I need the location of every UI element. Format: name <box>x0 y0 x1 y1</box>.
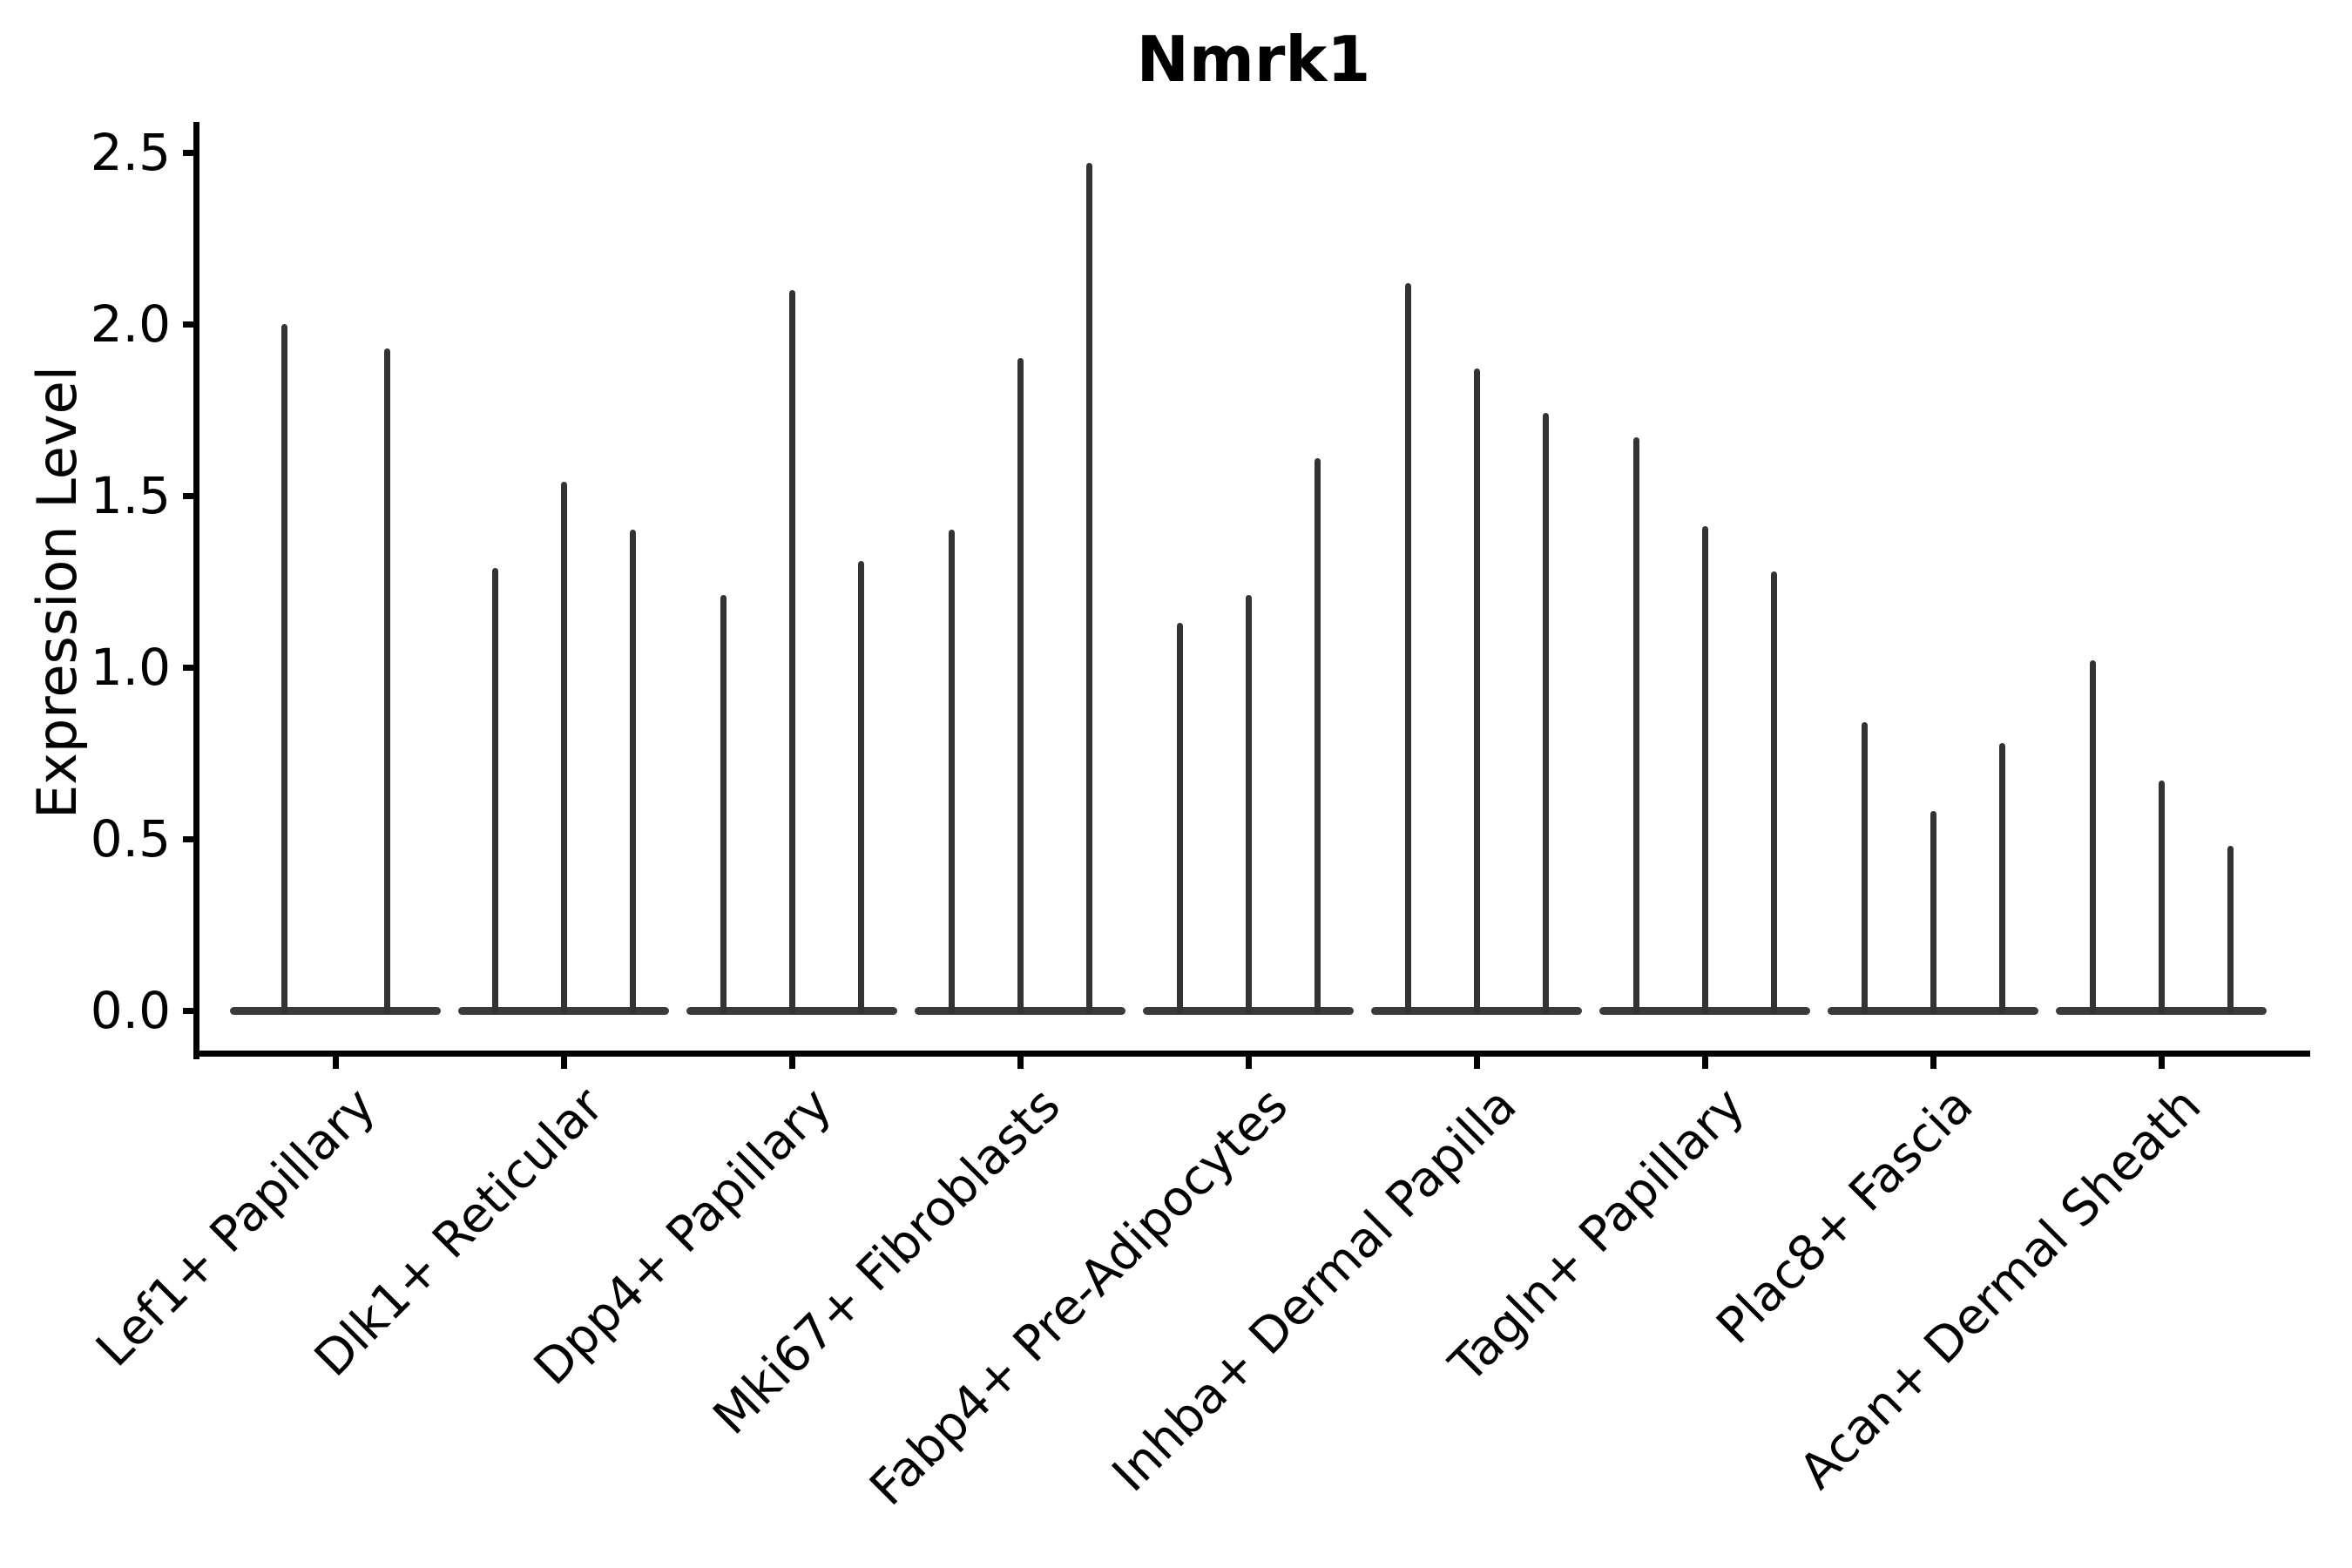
violin-spike <box>858 560 864 1014</box>
x-tick-mark <box>561 1053 567 1069</box>
violin-spike <box>1543 413 1549 1014</box>
violin-spike <box>1633 437 1639 1014</box>
violin-spike <box>1702 526 1708 1014</box>
y-tick-label: 0.5 <box>90 809 171 868</box>
x-tick-mark <box>1474 1053 1480 1069</box>
violin-spike <box>789 289 795 1014</box>
violin-spike <box>1474 368 1480 1014</box>
violin-spike <box>1771 571 1777 1014</box>
x-axis-spine <box>193 1051 2310 1057</box>
violin-spike <box>281 324 287 1014</box>
violin-spike <box>1177 622 1183 1014</box>
y-tick-mark <box>183 836 197 842</box>
violin-spike <box>1315 457 1321 1014</box>
violin-spike <box>492 567 498 1014</box>
violin-spike <box>720 595 727 1014</box>
x-tick-label: Acan+ Dermal Sheath <box>1788 1077 2213 1501</box>
violin-spike <box>2090 660 2096 1014</box>
y-tick-mark <box>183 493 197 499</box>
violin-spike <box>384 348 390 1014</box>
violin-spike <box>630 530 636 1014</box>
y-tick-label: 2.5 <box>90 123 171 182</box>
violin-spike <box>1086 162 1092 1014</box>
y-tick-label: 2.0 <box>90 294 171 354</box>
y-tick-label: 0.0 <box>90 981 171 1040</box>
x-tick-mark <box>1702 1053 1708 1069</box>
violin-spike <box>1017 358 1024 1014</box>
x-tick-label: Inhba+ Dermal Papilla <box>1101 1077 1528 1504</box>
x-tick-mark <box>1246 1053 1252 1069</box>
y-tick-label: 1.5 <box>90 466 171 525</box>
x-tick-mark <box>2159 1053 2165 1069</box>
y-tick-mark <box>183 1008 197 1014</box>
y-tick-mark <box>183 665 197 671</box>
x-tick-mark <box>333 1053 339 1069</box>
y-axis-label: Expression Level <box>25 366 89 819</box>
y-tick-label: 1.0 <box>90 638 171 697</box>
y-tick-mark <box>183 150 197 156</box>
violin-spike <box>949 530 955 1014</box>
violin-spike <box>2227 845 2234 1014</box>
x-tick-mark <box>789 1053 795 1069</box>
x-tick-mark <box>1017 1053 1024 1069</box>
x-tick-mark <box>1930 1053 1936 1069</box>
violin-spike <box>1999 742 2005 1014</box>
violin-spike <box>1405 282 1411 1014</box>
x-tick-label: Fabp4+ Pre-Adipocytes <box>859 1077 1300 1517</box>
violin-spike <box>1246 595 1252 1014</box>
y-axis-spine <box>193 122 199 1059</box>
violin-zero-mass <box>230 1007 441 1015</box>
chart-title: Nmrk1 <box>1136 23 1371 96</box>
violin-spike <box>2159 781 2165 1014</box>
violin-spike <box>1930 811 1936 1014</box>
violin-spike <box>1862 722 1868 1014</box>
violin-spike <box>561 482 567 1014</box>
y-tick-mark <box>183 321 197 328</box>
